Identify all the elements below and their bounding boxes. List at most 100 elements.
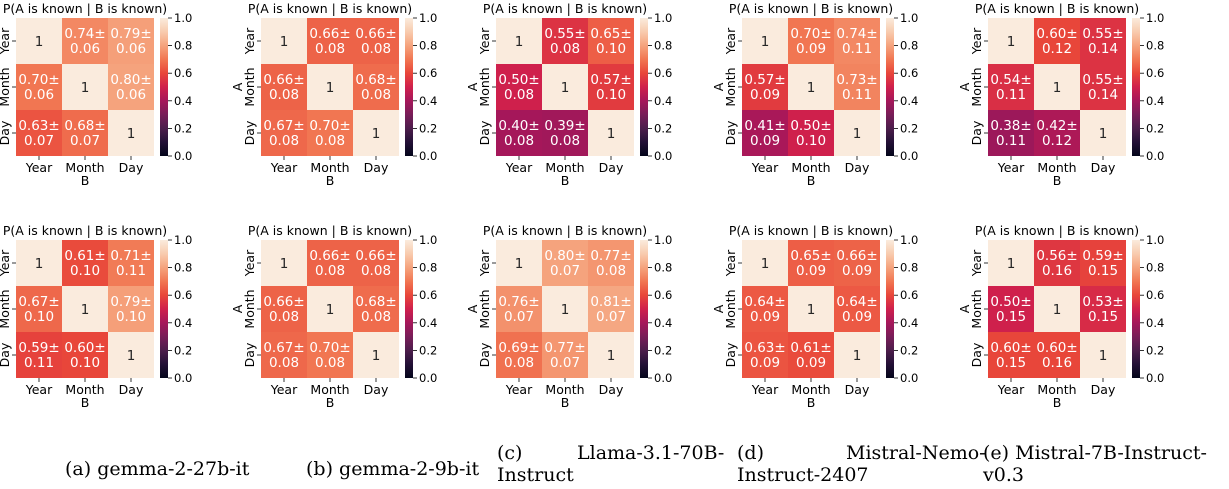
cell-label: 1: [326, 80, 335, 96]
heatmap-cell: [834, 110, 880, 156]
colorbar-tick-label: 0.0: [900, 371, 918, 385]
heatmap-cell: [588, 18, 634, 64]
cell-label: 0.64±: [836, 294, 877, 310]
colorbar-tick-label: 0.0: [1146, 149, 1164, 163]
cell-label: 1: [1007, 34, 1016, 50]
heatmap-cell: [108, 110, 154, 156]
colorbar-tick-label: 0.2: [900, 343, 918, 357]
cell-label: 0.09: [796, 355, 826, 371]
cell-label: 0.80±: [544, 248, 585, 264]
cell-label: 0.10: [116, 309, 146, 325]
heatmap-cell: [261, 332, 307, 378]
cell-label: 0.07: [70, 133, 100, 149]
cell-label: 0.66±: [263, 294, 304, 310]
cell-label: 0.66±: [309, 26, 350, 42]
x-tick-label: Year: [25, 160, 53, 175]
cell-label: 0.74±: [836, 26, 877, 42]
cell-label: 0.73±: [836, 72, 877, 88]
heatmap-cell: [62, 110, 108, 156]
cell-label: 0.50±: [790, 118, 831, 134]
cell-label: 1: [280, 34, 289, 50]
y-tick-label: Year: [723, 27, 738, 55]
heatmap-title: P(A is known | B is known): [729, 223, 893, 238]
y-axis-label: A: [230, 304, 245, 313]
colorbar-tick-label: 0.8: [900, 261, 918, 275]
heatmap-cell: [16, 110, 62, 156]
cell-label: 0.06: [70, 41, 100, 57]
cell-label: 0.08: [269, 87, 299, 103]
cell-label: 1: [607, 126, 616, 142]
colorbar-tick-label: 0.2: [654, 343, 672, 357]
y-tick-label: Day: [0, 120, 12, 145]
x-axis-label: B: [81, 173, 90, 188]
cell-label: 0.08: [361, 87, 391, 103]
colorbar-tick-label: 1.0: [1146, 233, 1164, 247]
cell-label: 0.54±: [990, 72, 1031, 88]
y-tick-label: Month: [477, 67, 492, 106]
cell-label: 1: [372, 348, 381, 364]
cell-label: 0.08: [504, 133, 534, 149]
cell-label: 0.07: [550, 355, 580, 371]
cell-label: 1: [81, 80, 90, 96]
heatmap-cell: [307, 286, 353, 332]
x-tick-label: Year: [505, 382, 533, 397]
heatmap-cell: [742, 18, 788, 64]
heatmap-cell: [1080, 286, 1126, 332]
cell-label: 1: [127, 126, 136, 142]
colorbar-tick-label: 0.6: [174, 66, 192, 80]
y-tick-label: Year: [969, 27, 984, 55]
cell-label: 0.59±: [18, 340, 59, 356]
colorbar: [1132, 18, 1140, 156]
colorbar: [405, 18, 413, 156]
heatmap-cell: [834, 18, 880, 64]
colorbar-tick-label: 0.4: [1146, 316, 1164, 330]
cell-label: 0.63±: [744, 340, 785, 356]
cell-label: 0.09: [750, 309, 780, 325]
colorbar-tick-label: 0.6: [900, 66, 918, 80]
x-tick-label: Day: [599, 160, 624, 175]
cell-label: 0.14: [1088, 41, 1118, 57]
cell-label: 0.11: [842, 87, 872, 103]
cell-label: 0.39±: [544, 118, 585, 134]
caption-b: (b) gemma-2-9b-it: [306, 458, 480, 480]
colorbar-tick-label: 1.0: [174, 233, 192, 247]
x-tick-label: Day: [364, 382, 389, 397]
y-tick-label: Year: [477, 27, 492, 55]
colorbar-tick-label: 0.4: [1146, 94, 1164, 108]
colorbar-tick-label: 0.4: [174, 94, 192, 108]
cell-label: 0.12: [1042, 133, 1072, 149]
heatmap-cell: [834, 332, 880, 378]
heatmap-cell: [1080, 110, 1126, 156]
y-tick-label: Year: [969, 249, 984, 277]
colorbar-tick-label: 0.6: [654, 288, 672, 302]
heatmap-cell: [988, 240, 1034, 286]
cell-label: 0.11: [842, 41, 872, 57]
cell-label: 0.06: [116, 87, 146, 103]
heatmap-b-bottom: P(A is known | B is known)1 0.66±0.080.66…: [230, 223, 437, 410]
colorbar-tick-label: 1.0: [654, 11, 672, 25]
heatmap-cell: [108, 64, 154, 110]
cell-label: 0.11: [116, 263, 146, 279]
heatmap-cell: [353, 286, 399, 332]
heatmap-cell: [788, 18, 834, 64]
heatmap-cell: [16, 240, 62, 286]
colorbar-tick-label: 0.2: [174, 121, 192, 135]
heatmap-cell: [542, 64, 588, 110]
colorbar-tick-label: 0.6: [654, 66, 672, 80]
heatmap-cell: [1034, 240, 1080, 286]
caption-c-title-cont: Instruct: [497, 464, 574, 486]
x-tick-label: Year: [751, 160, 779, 175]
y-tick-label: Year: [477, 249, 492, 277]
colorbar-tick-label: 0.6: [419, 66, 437, 80]
x-tick-label: Month: [65, 160, 104, 175]
cell-label: 1: [1007, 256, 1016, 272]
x-axis-label: B: [326, 395, 335, 410]
y-tick-label: Month: [0, 67, 12, 106]
cell-label: 0.08: [269, 309, 299, 325]
x-tick-label: Day: [845, 160, 870, 175]
y-tick-label: Day: [969, 342, 984, 367]
cell-label: 0.55±: [544, 26, 585, 42]
heatmap-b-top: P(A is known | B is known)1 0.66±0.080.66…: [230, 1, 437, 188]
y-tick-label: Month: [969, 67, 984, 106]
cell-label: 1: [326, 302, 335, 318]
